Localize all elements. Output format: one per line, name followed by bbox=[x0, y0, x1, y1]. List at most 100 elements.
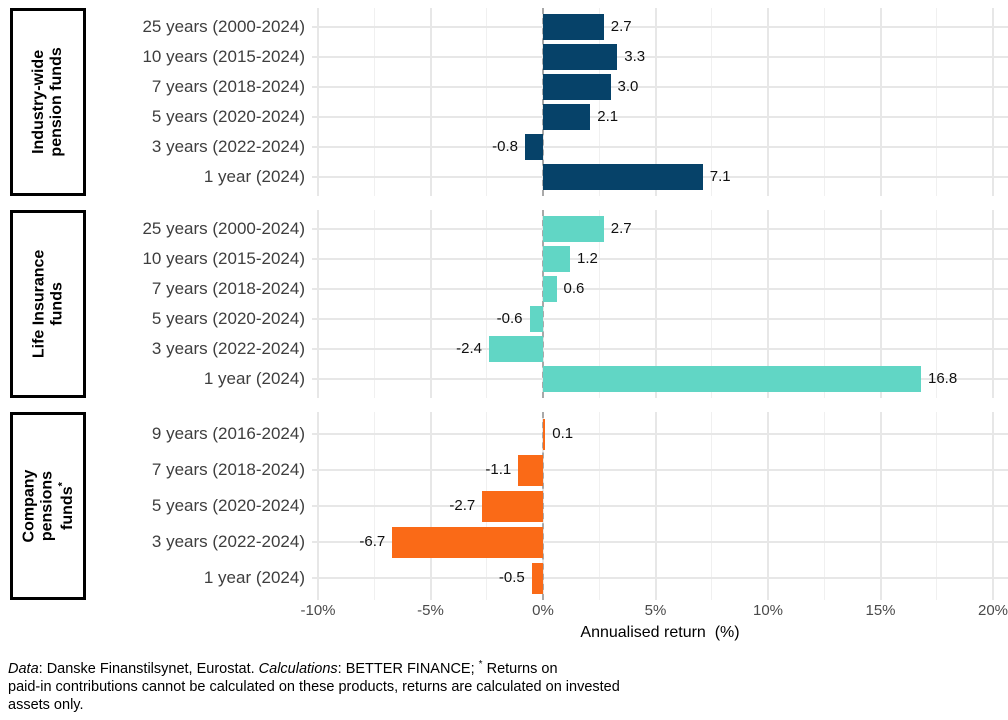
gridline-vertical bbox=[486, 8, 488, 196]
footnote-line-2: paid-in contributions cannot be calculat… bbox=[8, 678, 620, 695]
bar-value-label: 2.7 bbox=[610, 220, 632, 237]
gridline-horizontal bbox=[312, 433, 1008, 435]
category-label: 7 years (2018-2024) bbox=[151, 460, 305, 479]
gridline-vertical bbox=[373, 210, 375, 398]
bar-value-label: 3.3 bbox=[624, 48, 646, 65]
category-labels: 9 years (2016-2024) 7 years (2018-2024) 5 … bbox=[88, 412, 312, 600]
gridline-horizontal bbox=[312, 116, 1008, 118]
bar bbox=[482, 490, 543, 522]
gridline-vertical bbox=[711, 8, 713, 196]
gridline-vertical bbox=[992, 210, 994, 398]
bar bbox=[543, 216, 604, 242]
category-label: 5 years (2020-2024) bbox=[151, 107, 305, 126]
bar-value-label: 7.1 bbox=[709, 168, 731, 185]
footnote-calculations-word: Calculations bbox=[258, 660, 338, 677]
bar bbox=[543, 276, 557, 302]
category-label: 25 years (2000-2024) bbox=[142, 219, 305, 238]
gridline-horizontal bbox=[312, 469, 1008, 471]
gridline-horizontal bbox=[312, 348, 1008, 350]
x-axis-tick-label: 15% bbox=[865, 602, 896, 619]
bar-value-label: 2.7 bbox=[610, 18, 632, 35]
gridline-vertical bbox=[711, 210, 713, 398]
footnote-seg1: : Danske Finanstilsynet, Eurostat. bbox=[38, 660, 259, 677]
footnote-line-1: Data: Danske Finanstilsynet, Eurostat. C… bbox=[8, 656, 708, 678]
category-label: 7 years (2018-2024) bbox=[151, 77, 305, 96]
bar bbox=[529, 306, 543, 332]
group-label: Industry-wide pension funds bbox=[30, 47, 66, 157]
group-label: Company pensions funds* bbox=[19, 469, 76, 543]
category-label: 3 years (2022-2024) bbox=[151, 137, 305, 156]
category-label: 1 year (2024) bbox=[203, 369, 305, 388]
gridline-vertical bbox=[936, 210, 938, 398]
category-label: 7 years (2018-2024) bbox=[151, 279, 305, 298]
gridline-vertical bbox=[429, 8, 432, 196]
gridline-vertical bbox=[373, 8, 375, 196]
x-axis-tick-label: 10% bbox=[752, 602, 784, 619]
gridline-vertical bbox=[879, 8, 882, 196]
group-label-box: Company pensions funds* bbox=[10, 412, 86, 600]
gridline-horizontal bbox=[312, 505, 1008, 507]
gridline-horizontal bbox=[312, 26, 1008, 28]
group-panel: Company pensions funds* 9 years (2016-2024)… bbox=[0, 412, 1008, 600]
category-label: 1 year (2024) bbox=[203, 568, 305, 587]
gridline-horizontal bbox=[312, 288, 1008, 290]
x-axis-tick-label: 0% bbox=[532, 602, 554, 619]
bar-value-label: 0.6 bbox=[563, 280, 585, 297]
category-label: 5 years (2020-2024) bbox=[151, 309, 305, 328]
zero-line bbox=[542, 8, 544, 196]
zero-line bbox=[542, 412, 544, 600]
x-axis-tick-label: -5% bbox=[417, 602, 444, 619]
footnote: Data: Danske Finanstilsynet, Eurostat. C… bbox=[8, 656, 708, 714]
gridline-vertical bbox=[992, 8, 994, 196]
group-label-box: Industry-wide pension funds bbox=[10, 8, 86, 196]
bar bbox=[489, 336, 543, 362]
bar-value-label: 1.2 bbox=[577, 250, 598, 267]
gridline-vertical bbox=[767, 210, 769, 398]
category-label: 10 years (2015-2024) bbox=[142, 249, 305, 268]
gridline-vertical bbox=[598, 8, 600, 196]
gridline-vertical bbox=[936, 8, 938, 196]
plot-area: 0.1 -1.1 -2.7 -6.7 -0.5 bbox=[312, 412, 1008, 600]
bar-value-label: -6.7 bbox=[359, 533, 386, 550]
bar bbox=[543, 418, 546, 450]
footnote-asterisk: * bbox=[478, 659, 483, 670]
plot-area: 2.7 3.3 3.0 2.1 -0.8 7.1 bbox=[312, 8, 1008, 196]
gridline-horizontal bbox=[312, 318, 1008, 320]
gridline-horizontal bbox=[312, 86, 1008, 88]
bar-value-label: 3.0 bbox=[617, 78, 639, 95]
gridline-vertical bbox=[767, 8, 769, 196]
bar bbox=[543, 104, 591, 130]
footnote-line-3: assets only. bbox=[8, 696, 84, 713]
group-panel: Life Insurance funds 25 years (2000-2024) 1… bbox=[0, 210, 1008, 398]
gridline-vertical bbox=[317, 8, 319, 196]
gridline-vertical bbox=[486, 210, 488, 398]
gridline-horizontal bbox=[312, 258, 1008, 260]
gridline-horizontal bbox=[312, 577, 1008, 579]
group-label: Life Insurance funds bbox=[30, 249, 66, 359]
bar-value-label: -2.4 bbox=[456, 340, 482, 357]
bar bbox=[543, 246, 570, 272]
gridline-horizontal bbox=[312, 228, 1008, 230]
bar-value-label: 16.8 bbox=[928, 370, 958, 387]
gridline-vertical bbox=[823, 8, 825, 196]
gridline-vertical bbox=[598, 210, 600, 398]
bar-value-label: 0.1 bbox=[552, 425, 574, 442]
group-label-box: Life Insurance funds bbox=[10, 210, 86, 398]
category-labels: 25 years (2000-2024) 10 years (2015-2024)… bbox=[88, 210, 312, 398]
x-axis-tick-label: 20% bbox=[977, 602, 1008, 619]
x-axis: -10% -5% 0% 5% 10% 15% 20% bbox=[300, 602, 1008, 622]
bar bbox=[531, 562, 543, 594]
zero-line bbox=[542, 210, 544, 398]
gridline-vertical bbox=[317, 210, 319, 398]
bar bbox=[543, 164, 703, 190]
gridline-vertical bbox=[823, 210, 825, 398]
category-label: 10 years (2015-2024) bbox=[142, 47, 305, 66]
bar-value-label: -0.5 bbox=[498, 569, 525, 586]
footnote-seg2: : BETTER FINANCE; bbox=[337, 660, 479, 677]
gridline-vertical bbox=[654, 8, 657, 196]
category-label: 3 years (2022-2024) bbox=[151, 339, 305, 358]
bar-value-label: -0.8 bbox=[492, 138, 518, 155]
gridline-vertical bbox=[654, 210, 657, 398]
category-label: 3 years (2022-2024) bbox=[151, 532, 305, 551]
